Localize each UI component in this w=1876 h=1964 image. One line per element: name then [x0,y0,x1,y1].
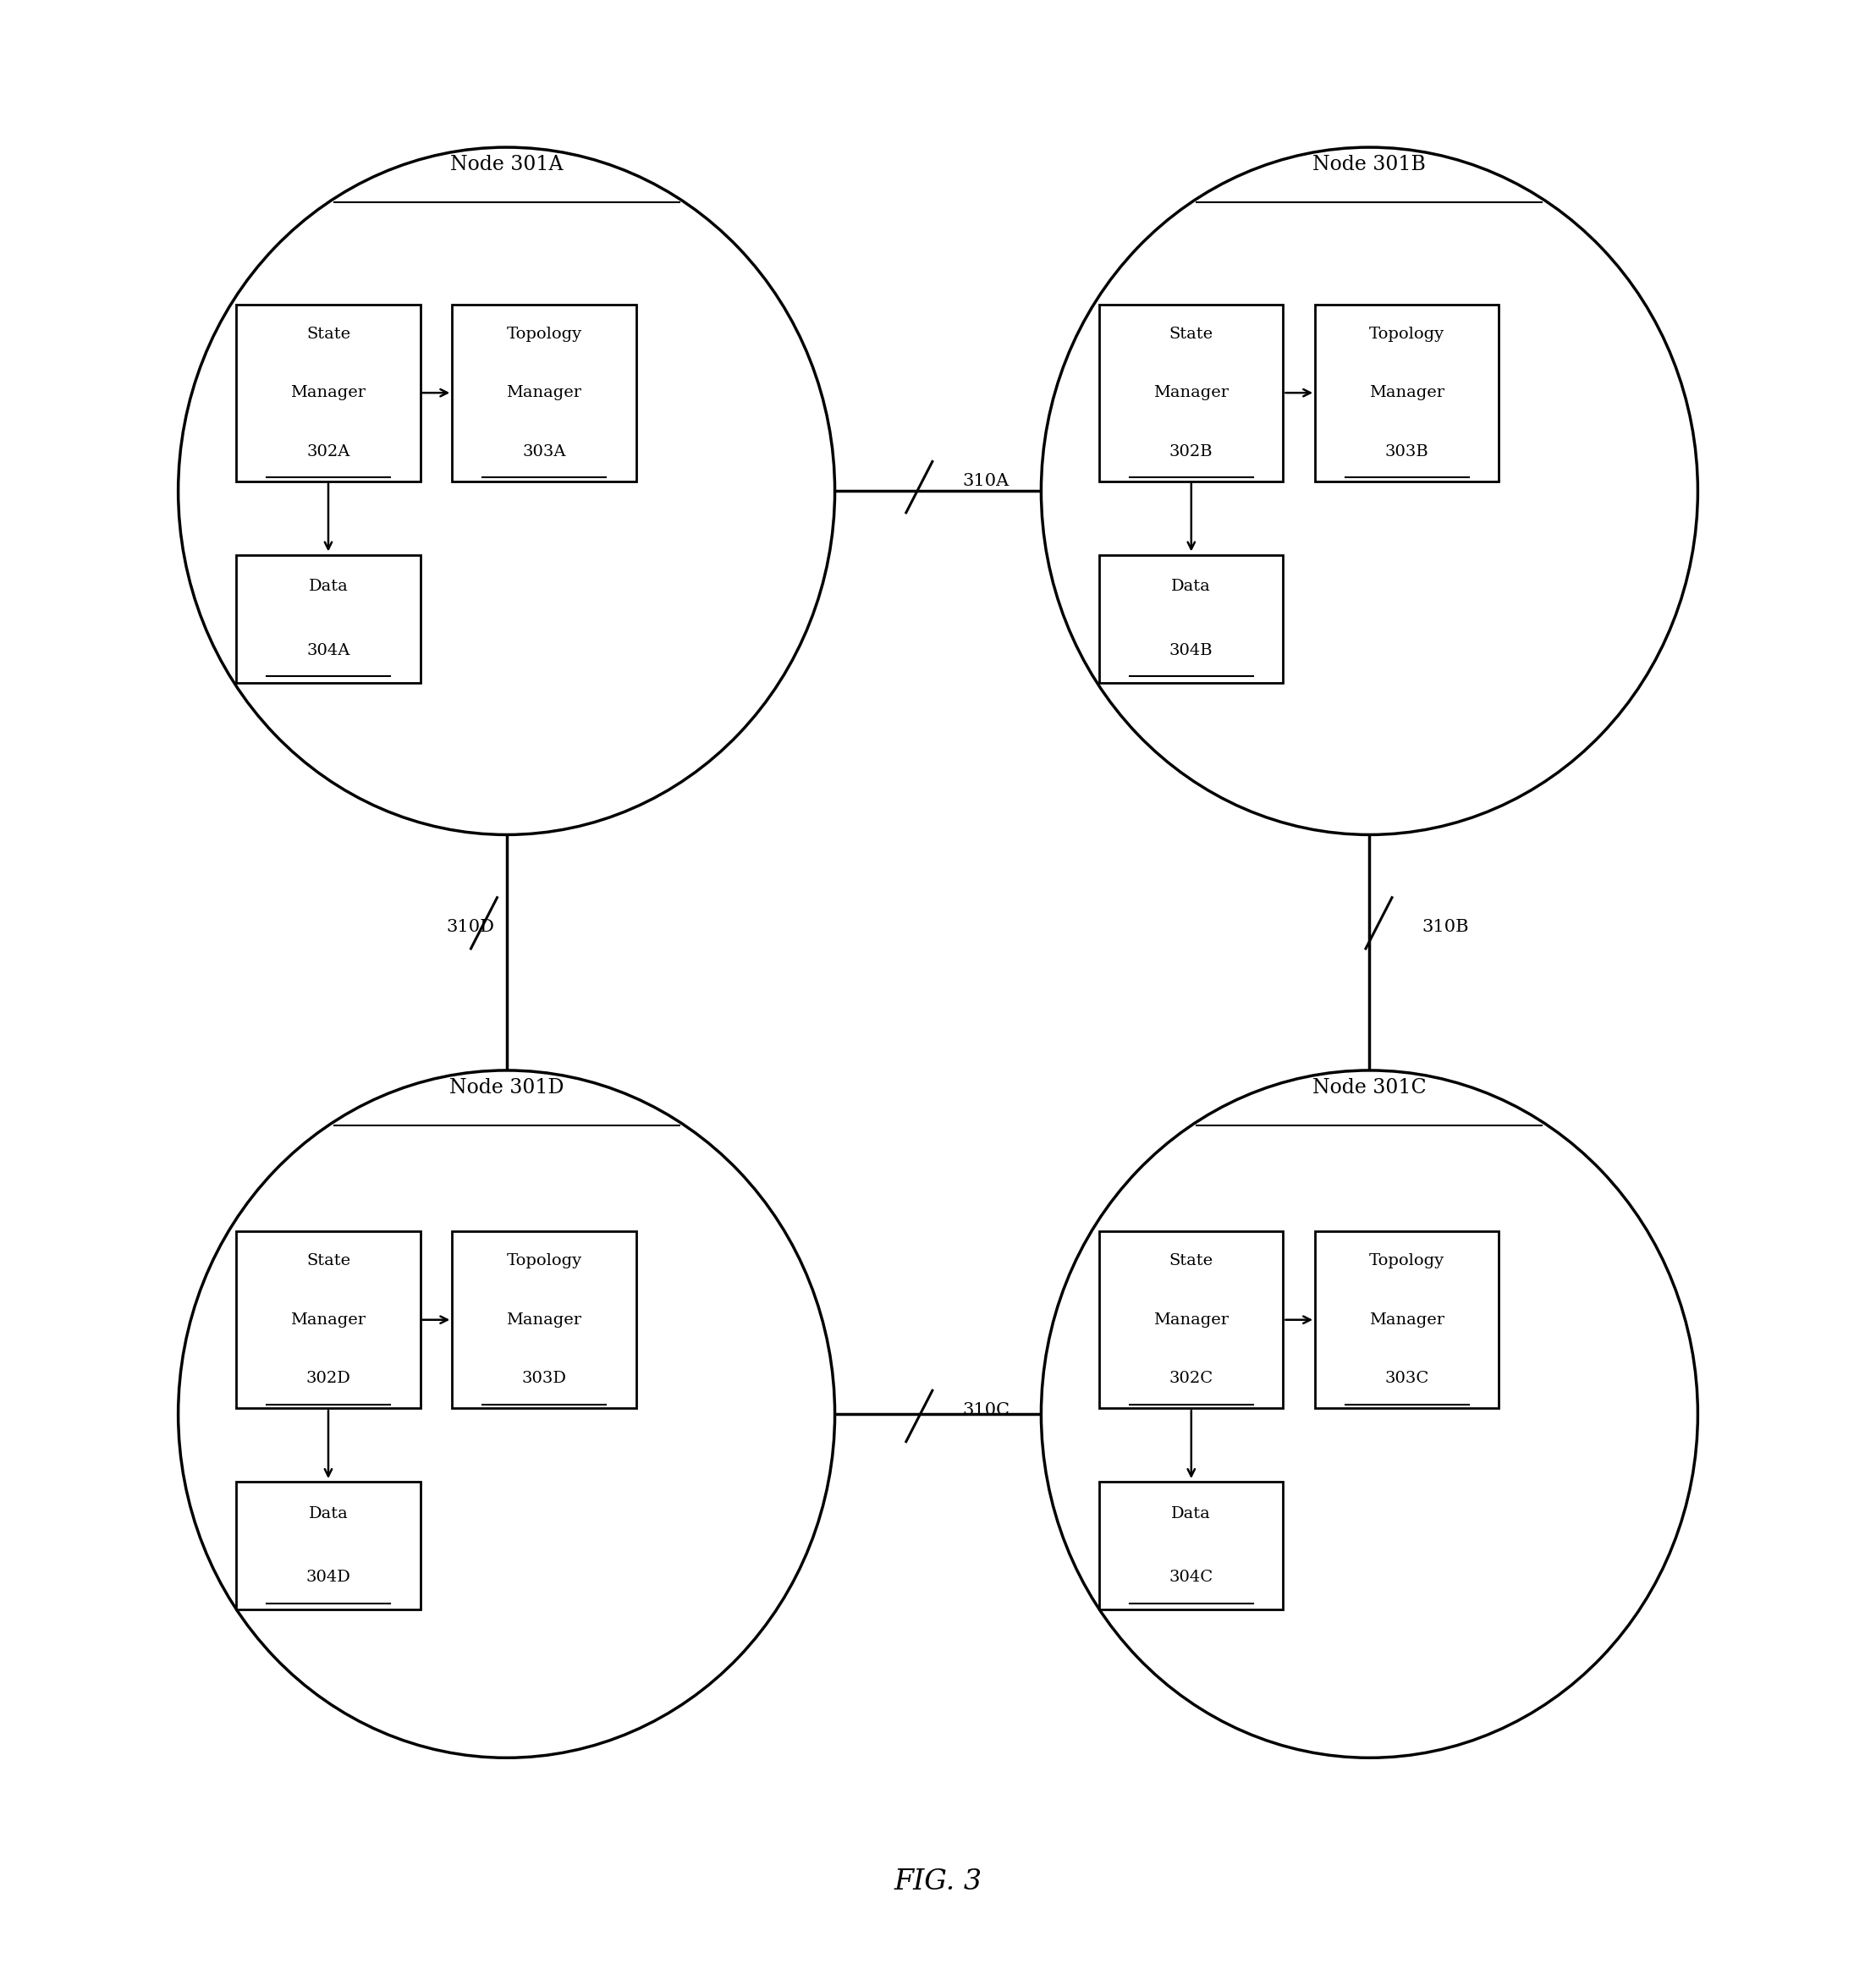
Text: 303B: 303B [1384,444,1430,460]
Text: Topology: Topology [1369,1253,1445,1269]
Text: 310B: 310B [1422,919,1469,935]
Circle shape [1041,1070,1698,1758]
Text: Data: Data [1171,579,1212,595]
Text: 302A: 302A [306,444,351,460]
Text: 304D: 304D [306,1569,351,1585]
Text: Node 301A: Node 301A [450,155,563,175]
Bar [452,304,636,481]
Circle shape [178,147,835,835]
Bar [236,1231,420,1408]
Text: Node 301C: Node 301C [1313,1078,1426,1098]
Bar [1099,1231,1283,1408]
Text: 310A: 310A [962,473,1009,489]
Text: Topology: Topology [507,326,582,342]
Text: 302B: 302B [1169,444,1214,460]
Text: 310D: 310D [446,919,495,935]
Text: Node 301D: Node 301D [448,1078,565,1098]
Text: 303A: 303A [522,444,567,460]
Text: 304A: 304A [306,642,351,658]
Bar [1315,304,1499,481]
Text: Topology: Topology [507,1253,582,1269]
Bar [236,556,420,682]
Text: State: State [1169,1253,1214,1269]
Text: 302C: 302C [1169,1371,1214,1387]
Text: 304C: 304C [1169,1569,1214,1585]
Text: 303C: 303C [1384,1371,1430,1387]
Text: State: State [1169,326,1214,342]
Text: Manager: Manager [1369,1312,1445,1328]
Text: 303D: 303D [522,1371,567,1387]
Text: Data: Data [308,579,349,595]
Bar [236,304,420,481]
Text: Manager: Manager [1369,385,1445,401]
Bar [1099,304,1283,481]
Bar [1315,1231,1499,1408]
Text: State: State [306,326,351,342]
Bar [452,1231,636,1408]
Circle shape [178,1070,835,1758]
Text: Manager: Manager [1154,1312,1229,1328]
Bar [236,1483,420,1610]
Text: Node 301B: Node 301B [1313,155,1426,175]
Text: 302D: 302D [306,1371,351,1387]
Text: FIG. 3: FIG. 3 [895,1868,981,1895]
Text: 304B: 304B [1169,642,1214,658]
Text: 310C: 310C [962,1402,1009,1418]
Text: Manager: Manager [507,1312,582,1328]
Text: State: State [306,1253,351,1269]
Bar [1099,556,1283,682]
Bar [1099,1483,1283,1610]
Circle shape [1041,147,1698,835]
Text: Manager: Manager [291,1312,366,1328]
Text: Manager: Manager [1154,385,1229,401]
Text: Topology: Topology [1369,326,1445,342]
Text: Manager: Manager [507,385,582,401]
Text: Data: Data [308,1506,349,1522]
Text: Manager: Manager [291,385,366,401]
Text: Data: Data [1171,1506,1212,1522]
